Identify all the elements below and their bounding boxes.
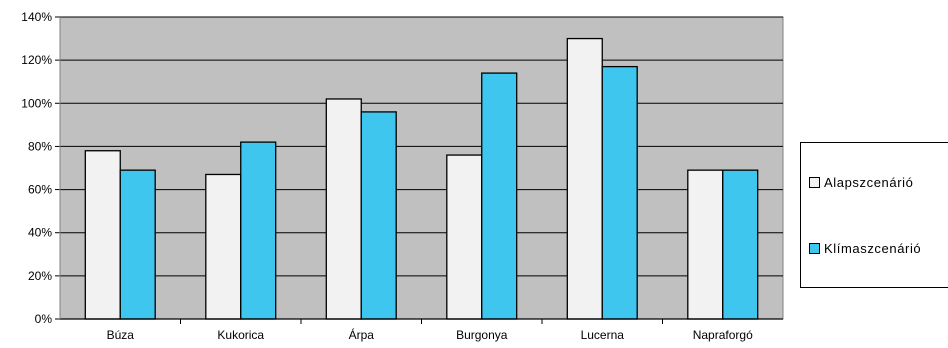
bar-klimaszcenario — [240, 141, 277, 320]
legend: Alapszcenárió Klímaszcenárió — [800, 142, 948, 288]
x-tick-label: Árpa — [349, 327, 375, 342]
legend-item-klimaszcenario: Klímaszcenárió — [809, 241, 921, 256]
bar-klimaszcenario — [360, 111, 397, 320]
bar-alapszcenario — [687, 169, 724, 320]
plot-area — [59, 16, 784, 320]
bar-alapszcenario — [325, 98, 362, 320]
bar-klimaszcenario — [601, 65, 638, 320]
legend-label-klimaszcenario: Klímaszcenárió — [824, 241, 922, 256]
y-tick-label: 60% — [28, 183, 52, 197]
y-tick-label: 80% — [28, 139, 52, 153]
y-tick-label: 20% — [28, 269, 52, 283]
y-tick-label: 40% — [28, 226, 52, 240]
y-tick-label: 0% — [35, 312, 53, 326]
gridlines — [60, 16, 783, 277]
legend-item-alapszcenario: Alapszcenárió — [809, 175, 913, 190]
bar-klimaszcenario — [119, 169, 156, 320]
legend-swatch-klimaszcenario — [809, 243, 820, 254]
bar-alapszcenario — [205, 173, 242, 320]
x-axis-tick-labels: Búza Kukorica Árpa Burgonya Lucerna Napraforg… — [107, 319, 753, 342]
x-tick-label: Napraforgó — [693, 328, 753, 342]
bar-alapszcenario — [84, 150, 121, 320]
x-tick-label: Lucerna — [581, 328, 625, 342]
bar-klimaszcenario — [722, 169, 759, 320]
x-tick-label: Búza — [107, 328, 135, 342]
legend-swatch-alapszcenario — [809, 177, 820, 188]
legend-label-alapszcenario: Alapszcenárió — [824, 175, 914, 190]
y-axis-tick-labels: 0% 20% 40% 60% 80% 100% 120% 140% — [21, 10, 60, 326]
bar-alapszcenario — [566, 37, 603, 320]
x-tick-label: Burgonya — [456, 328, 508, 342]
y-tick-label: 100% — [21, 96, 52, 110]
y-tick-label: 120% — [21, 53, 52, 67]
x-tick-label: Kukorica — [217, 328, 264, 342]
bars — [84, 37, 759, 320]
bar-klimaszcenario — [481, 72, 518, 320]
bar-alapszcenario — [446, 154, 483, 320]
y-tick-label: 140% — [21, 10, 52, 24]
